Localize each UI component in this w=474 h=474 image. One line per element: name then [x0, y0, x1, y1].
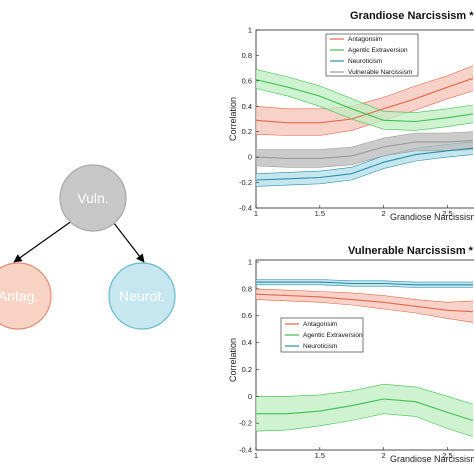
y-tick-label: -0.2: [239, 419, 252, 428]
x-axis-title-grandiose: Grandiose Narcissism: [390, 212, 474, 222]
x-tick-label: 2: [382, 209, 386, 218]
y-tick-label: 0: [248, 153, 252, 162]
node-neurot: [108, 262, 176, 330]
node-vuln-label: Vuln.: [77, 190, 108, 206]
path-diagram: Vuln. Antag. Neurot.: [0, 164, 176, 330]
edge-vuln-neurot: [109, 217, 145, 263]
y-tick-label: 0.6: [242, 76, 252, 85]
chart-vulnerable: Vulnerable Narcissism * -0.4 -0.2 0 0.2 0.4 0…: [228, 245, 474, 464]
ci-band-antagonsim: [256, 65, 473, 136]
ci-band-agentic-extraversion: [256, 384, 473, 437]
y-tick-label: 0.8: [242, 51, 252, 60]
ci-upper-vulnerable-narcissism: [256, 131, 474, 150]
ci-lower-vulnerable-narcissism: [256, 149, 474, 168]
series-line-vulnerable-narcissism: [256, 140, 474, 159]
ci-lower-neuroticism: [256, 154, 474, 187]
chart-title-grandiose: Grandiose Narcissism *: [350, 10, 474, 22]
node-neurot-label: Neurot.: [119, 288, 165, 304]
legend-label-antagonsim: Antagonsim: [303, 321, 337, 328]
node-antag-label: Antag.: [0, 288, 38, 304]
plot-area-vulnerable: [255, 259, 474, 451]
x-axis-title-vulnerable: Grandiose Narcissism: [390, 454, 474, 464]
y-tick-label: 0.4: [242, 338, 252, 347]
legend-vulnerable: Antagonsim Agentic Extraversion Neuroticis…: [280, 317, 364, 353]
y-tick-label: -0.4: [239, 204, 252, 213]
x-tick-label: 2.5: [442, 209, 452, 218]
y-tick-label: -0.4: [239, 446, 252, 455]
x-tick-label: 1.5: [315, 451, 325, 460]
ci-upper-antagonsim: [256, 288, 474, 303]
y-tick-label: 0: [248, 392, 252, 401]
ci-lower-antagonsim: [256, 299, 474, 323]
chart-grandiose: Grandiose Narcissism * -0.4 -0.2 0 0.2 0.4 0.…: [228, 10, 474, 222]
legend-label-neuroticism: Neuroticism: [303, 343, 337, 350]
series-line-neuroticism: [256, 147, 474, 181]
y-tick-label: 1: [248, 258, 252, 267]
chart-title-vulnerable: Vulnerable Narcissism *: [348, 245, 474, 257]
ci-upper-neuroticism: [256, 279, 473, 283]
ci-band-neuroticism: [256, 141, 473, 187]
legend-label-antagonsim: Antagonsim: [348, 36, 382, 43]
legend-label-neuroticism: Neuroticism: [348, 58, 382, 65]
legend-label-vulnerable-narcissism: Vulnerable Narcissism: [348, 69, 412, 76]
y-tick-label: 0.8: [242, 284, 252, 293]
ci-lower-agentic-extraversion: [256, 88, 474, 131]
y-tick-label: 0.6: [242, 311, 252, 320]
ci-band-agentic-extraversion: [256, 69, 473, 131]
legend-label-agentic-extraversion: Agentic Extraversion: [348, 47, 408, 54]
node-vuln: [59, 164, 127, 232]
edge-vuln-antag: [13, 217, 77, 263]
y-tick-label: 0.4: [242, 102, 252, 111]
ci-lower-agentic-extraversion: [256, 413, 474, 437]
ci-lower-antagonsim: [256, 90, 474, 136]
ci-upper-agentic-extraversion: [256, 383, 474, 405]
ci-upper-antagonsim: [256, 65, 474, 110]
x-tick-label: 2: [382, 451, 386, 460]
ci-upper-agentic-extraversion: [256, 69, 474, 113]
y-axis-title-grandiose: Correlation: [228, 97, 238, 141]
legend-label-agentic-extraversion: Agentic Extraversion: [303, 332, 363, 339]
x-tick-label: 1: [254, 451, 258, 460]
x-tick-label: 2.5: [442, 451, 452, 460]
y-axis-title-vulnerable: Correlation: [228, 338, 238, 382]
x-tick-label: 1: [254, 209, 258, 218]
y-tick-label: 1: [248, 26, 252, 35]
series-line-agentic-extraversion: [256, 79, 474, 123]
series-line-antagonsim: [256, 77, 474, 124]
ci-lower-neuroticism: [256, 284, 473, 288]
y-tick-label: -0.2: [239, 178, 252, 187]
y-tick-label: 0.2: [242, 127, 252, 136]
series-line-neuroticism: [256, 281, 473, 286]
x-tick-label: 1.5: [315, 209, 325, 218]
series-line-antagonsim: [256, 293, 474, 313]
ci-band-antagonsim: [256, 288, 473, 323]
y-tick-label: 0.2: [242, 365, 252, 374]
legend-grandiose: Antagonsim Agentic Extraversion Neuroticis…: [325, 33, 419, 77]
series-line-agentic-extraversion: [256, 398, 474, 422]
node-antag: [0, 262, 52, 330]
